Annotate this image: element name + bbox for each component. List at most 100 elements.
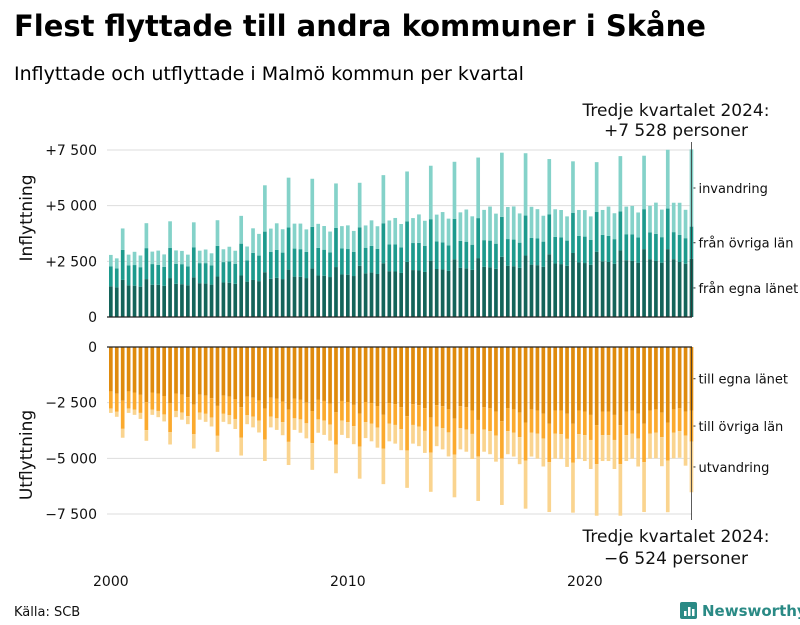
bar-segment [310,226,315,269]
bar-segment [369,220,374,246]
bar-segment [221,249,226,263]
bar-segment [286,409,291,442]
bar-segment [660,209,664,238]
bar-segment [517,437,522,465]
bar-segment [191,277,196,317]
bar-segment [500,152,504,217]
bar-segment [458,406,463,429]
bar-segment [612,263,617,317]
bar-segment [132,265,137,286]
bar-segment [523,422,528,461]
bar-segment [683,347,688,412]
bar-segment [286,269,291,317]
bar-segment [671,409,676,433]
bar-segment [144,279,149,317]
bar-segment [203,347,208,396]
bar-segment [654,233,658,261]
bar-segment [482,347,486,408]
bar-segment [316,419,321,433]
bar-segment [334,183,338,228]
bar-segment [292,398,297,419]
bar-segment [458,267,463,317]
bar-segment [677,347,682,409]
bar-segment [209,253,214,266]
bar-segment [274,277,279,317]
bar-segment [174,250,178,264]
bar-segment [671,259,676,317]
bar-segment [660,347,664,413]
bar-segment [387,403,392,424]
bar-segment [268,228,273,252]
bar-segment [292,223,297,249]
bar-segment [665,460,670,513]
bar-segment [340,400,344,421]
bar-segment [138,255,143,268]
bar-segment [482,240,486,267]
bar-segment [654,409,658,433]
bar-segment [541,413,546,439]
bar-segment [434,214,439,242]
bar-segment [227,261,232,283]
bar-segment [434,405,439,427]
annotation-text: −6 524 personer [604,549,748,569]
bar-segment [197,283,202,317]
bar-segment [357,227,362,266]
brand-name: Newsworthy [702,602,800,620]
bar-segment [239,215,244,244]
bar-segment [138,347,143,395]
bar-segment [150,284,155,317]
bar-segment [174,410,178,418]
bar-segment [126,408,131,413]
y-axis-label: Utflyttning [17,410,37,500]
bar-segment [428,165,433,220]
bar-segment [322,275,326,317]
bar-segment [636,347,640,414]
bar-segment [156,284,161,317]
bar-segment [162,395,166,415]
bar-segment [588,264,593,317]
bar-segment [434,241,439,269]
bar-segment [156,250,161,265]
bar-segment [363,225,368,248]
bar-segment [310,347,315,412]
bar-segment [553,410,558,434]
bar-segment [577,410,581,435]
bar-segment [251,416,255,428]
bar-segment [280,401,285,423]
bar-segment [677,408,682,432]
bar-segment [263,408,267,440]
series-label: utvandring [698,461,769,476]
bar-segment [369,347,374,404]
bar-segment [292,248,297,277]
bar-segment [500,458,504,505]
bar-segment [470,347,475,411]
bar-segment [221,347,226,396]
y-tick-label: +7 500 [45,143,97,159]
bar-segment [494,347,498,412]
bar-segment [328,403,332,425]
bar-segment [286,347,291,410]
bar-segment [428,260,433,317]
bar-segment [683,263,688,317]
bar-segment [517,267,522,317]
bar-segment [411,424,415,444]
bar-segment [565,265,569,317]
bar-segment [180,250,184,265]
bar-segment [440,406,445,429]
bar-segment [316,247,321,276]
bar-segment [191,247,196,278]
bar-segment [452,218,457,260]
bar-segment [304,229,309,252]
bar-segment [559,410,563,435]
bar-segment [245,281,249,317]
bar-segment [559,210,563,238]
bar-segment [286,441,291,466]
bar-segment [423,408,427,431]
bar-segment [494,268,498,317]
bar-segment [286,177,291,228]
x-tick-label: 2000 [93,574,129,590]
bar-segment [571,423,575,463]
bar-segment [150,251,155,265]
bar-segment [369,423,374,442]
bar-segment [541,241,546,267]
